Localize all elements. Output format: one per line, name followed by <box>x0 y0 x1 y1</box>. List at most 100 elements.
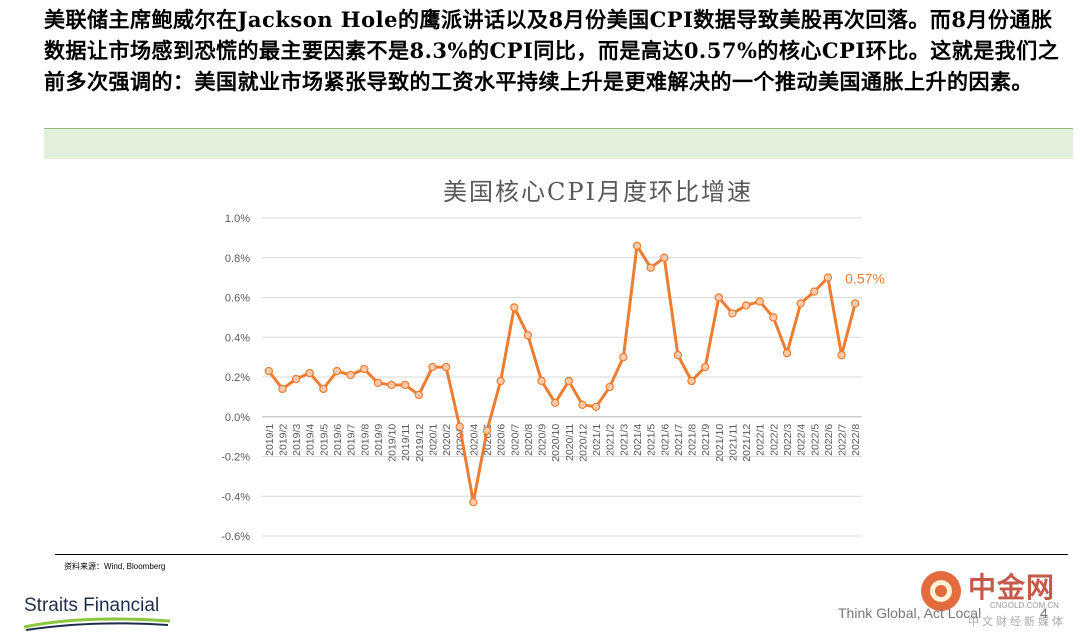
watermark-subtitle: 中文财经新媒体 <box>968 615 1066 628</box>
x-tick-label: 2021/8 <box>687 424 699 456</box>
data-point <box>319 384 328 394</box>
data-point <box>469 498 478 507</box>
y-tick-label: 1.0% <box>225 213 250 225</box>
x-tick-label: 2022/8 <box>850 424 862 456</box>
x-tick-label: 2020/9 <box>537 424 549 456</box>
x-tick-label: 2022/4 <box>796 424 808 456</box>
x-tick-label: 2019/11 <box>400 424 412 461</box>
x-tick-label: 2020/11 <box>564 424 576 461</box>
data-point <box>591 402 601 412</box>
data-point <box>523 331 533 340</box>
y-tick-label: 0.4% <box>225 332 250 344</box>
data-point <box>673 350 683 360</box>
data-point <box>605 382 614 392</box>
x-tick-label: 2019/7 <box>346 424 358 456</box>
data-point <box>619 352 628 362</box>
data-point <box>796 299 805 308</box>
green-band <box>44 128 1073 159</box>
x-tick-label: 2019/9 <box>373 424 385 456</box>
x-tick-label: 2020/12 <box>577 424 589 462</box>
data-point <box>278 384 287 394</box>
data-point <box>537 376 546 386</box>
x-tick-label: 2019/2 <box>277 424 289 456</box>
data-point <box>496 376 505 386</box>
data-point <box>455 422 464 431</box>
data-point <box>387 380 396 390</box>
y-tick-label: -0.6% <box>221 531 250 543</box>
data-point <box>810 287 819 296</box>
data-point <box>264 366 274 376</box>
data-point <box>428 362 437 372</box>
x-tick-label: 2019/5 <box>318 424 330 456</box>
x-tick-label: 2020/8 <box>523 424 535 456</box>
x-tick-label: 2020/2 <box>441 424 453 456</box>
source-note: 资料来源：Wind, Bloomberg <box>64 562 166 571</box>
x-tick-label: 2019/10 <box>387 424 399 462</box>
x-tick-label: 2020/10 <box>550 424 562 462</box>
data-point <box>782 348 792 358</box>
x-tick-label: 2021/2 <box>605 424 617 456</box>
data-point <box>550 398 560 408</box>
data-point <box>714 293 724 302</box>
data-point <box>400 380 410 390</box>
line-chart: 美国核心CPI月度环比增速 -0.6% -0.4% -0.2% 0.0% 0.2% 0.4… <box>221 178 885 543</box>
x-tick-label: 2022/2 <box>768 424 780 456</box>
data-point <box>632 241 642 251</box>
x-tick-label: 2019/12 <box>414 424 426 462</box>
x-tick-label: 2019/6 <box>332 424 344 456</box>
slogan: Think Global, Act Local <box>838 605 982 621</box>
x-tick-label: 2019/3 <box>291 424 303 456</box>
x-tick-label: 2020/7 <box>509 424 521 456</box>
data-point <box>578 400 587 410</box>
data-point <box>305 368 314 378</box>
data-point <box>441 362 451 372</box>
data-point <box>823 273 833 282</box>
chart-title: 美国核心CPI月度环比增速 <box>443 178 753 206</box>
x-tick-label: 2019/1 <box>264 424 276 456</box>
x-tick-label: 2020/6 <box>496 424 508 456</box>
data-point <box>482 426 492 435</box>
x-tick-label: 2021/9 <box>700 424 712 456</box>
data-point <box>755 297 764 306</box>
x-tick-label: 2021/1 <box>591 424 603 456</box>
data-point <box>332 366 342 376</box>
data-point <box>360 364 369 374</box>
data-point <box>291 374 301 384</box>
data-point <box>728 309 737 318</box>
company-logo-swoosh <box>23 617 171 631</box>
x-tick-label: 2022/6 <box>823 424 835 456</box>
data-point <box>850 299 860 308</box>
data-point <box>564 376 574 386</box>
y-tick-label: 0.2% <box>225 372 250 384</box>
y-tick-label: 0.8% <box>225 253 250 265</box>
divider <box>55 554 1068 555</box>
data-point <box>700 362 710 372</box>
data-point <box>660 253 669 262</box>
x-tick-label: 2021/7 <box>673 424 685 456</box>
x-tick-label: 2021/12 <box>741 424 753 462</box>
data-point <box>769 313 778 322</box>
data-point <box>414 390 424 400</box>
watermark-logo-icon <box>921 571 961 611</box>
x-tick-label: 2021/3 <box>618 424 630 456</box>
x-tick-label: 2022/7 <box>837 424 849 456</box>
headline: 美联储主席鲍威尔在Jackson Hole的鹰派讲话以及8月份美国CPI数据导致… <box>44 7 1060 94</box>
watermark-url: CNGOLD.COM.CN <box>990 601 1059 610</box>
page-number: 4 <box>1040 605 1048 621</box>
data-point <box>510 303 519 312</box>
x-tick-label: 2021/5 <box>646 424 658 456</box>
x-tick-label: 2021/6 <box>659 424 671 456</box>
data-point <box>373 378 383 388</box>
data-point <box>346 370 355 380</box>
company-name: Straits Financial <box>24 595 160 616</box>
x-tick-label: 2020/4 <box>468 424 480 456</box>
x-tick-label: 2021/4 <box>632 424 644 456</box>
y-tick-label: 0.6% <box>225 293 250 305</box>
data-point <box>646 263 655 272</box>
y-tick-label: 0.0% <box>225 412 250 424</box>
x-tick-label: 2022/1 <box>755 424 767 456</box>
data-point <box>687 376 696 386</box>
x-tick-label: 2021/10 <box>714 424 726 462</box>
annotation-label: 0.57% <box>845 270 885 286</box>
x-tick-label: 2020/1 <box>427 424 439 456</box>
